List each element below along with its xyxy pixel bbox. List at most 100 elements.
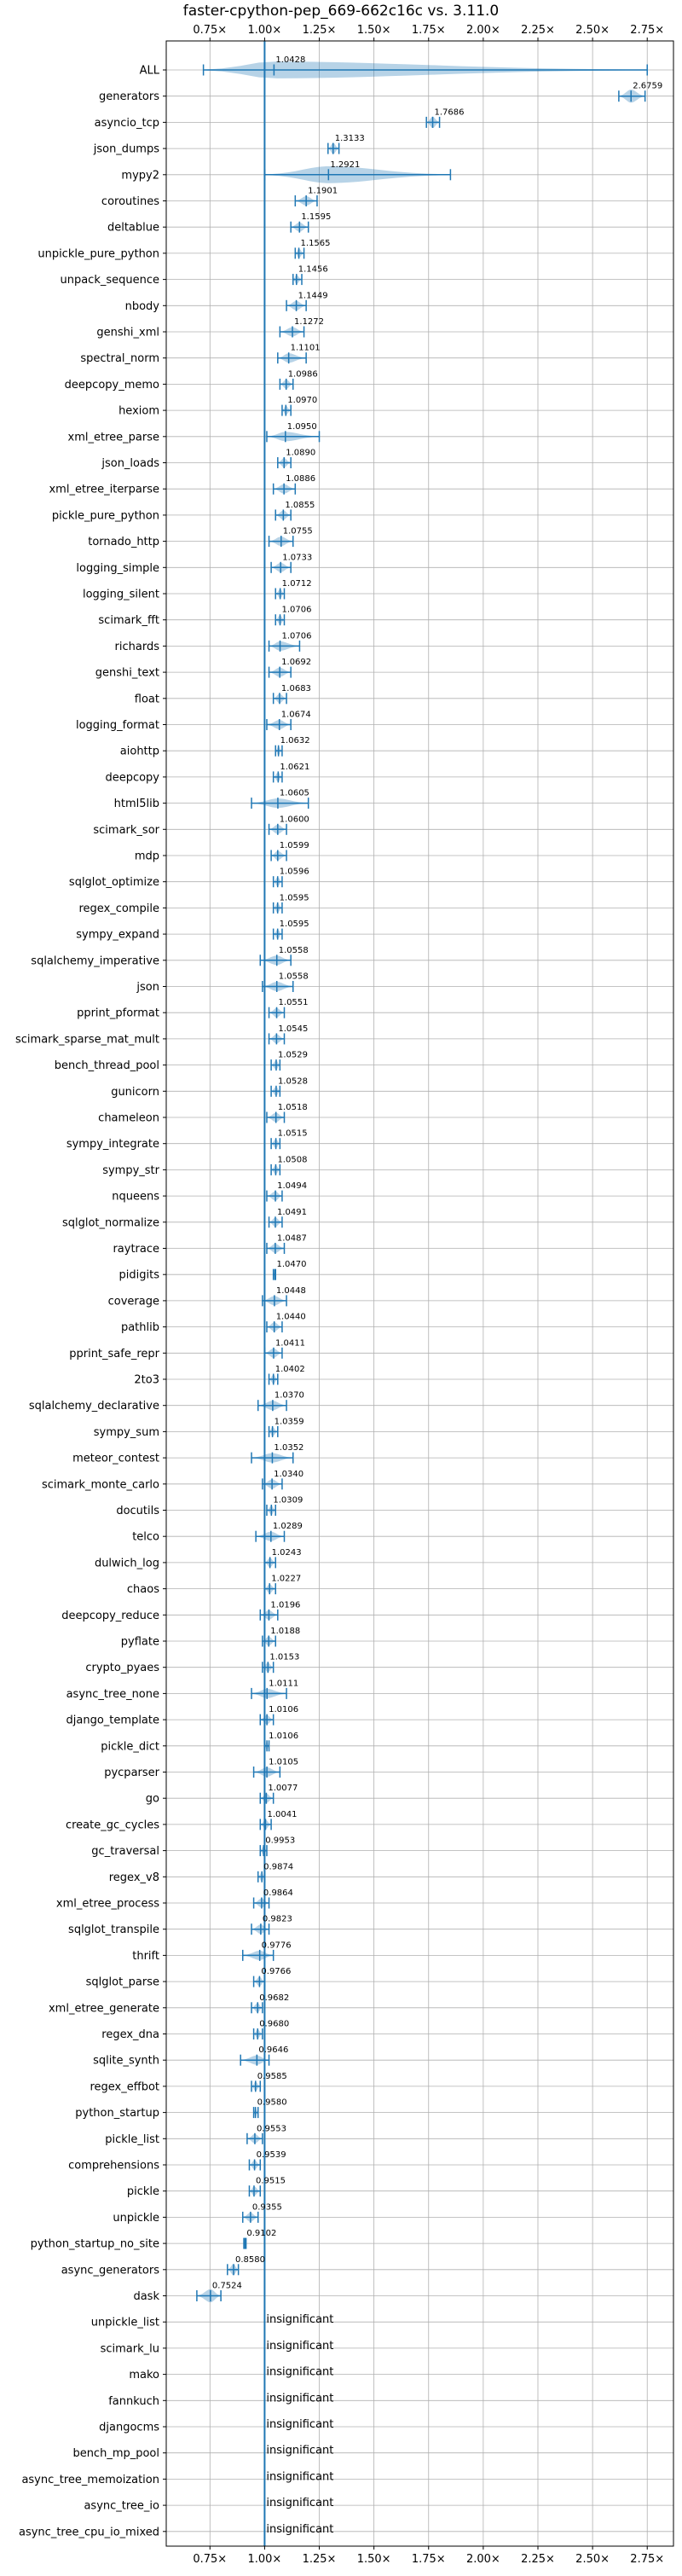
benchmark-label: genshi_text bbox=[95, 667, 159, 680]
benchmark-label: pickle_list bbox=[105, 2133, 159, 2146]
median-value-label: 1.0340 bbox=[274, 1470, 303, 1479]
benchmark-label: pickle bbox=[127, 2185, 159, 2198]
median-value-label: 0.9355 bbox=[252, 2202, 282, 2212]
x-tick-label-bottom: 1.75× bbox=[412, 2553, 446, 2566]
median-value-label: 1.0077 bbox=[268, 1784, 298, 1793]
benchmark-label: sqlglot_parse bbox=[86, 1976, 159, 1989]
median-value-label: 1.0370 bbox=[275, 1391, 304, 1401]
x-tick-label-top: 2.25× bbox=[521, 24, 555, 37]
benchmark-label: unpickle_list bbox=[91, 2317, 159, 2329]
benchmark-label: django_template bbox=[66, 1714, 159, 1727]
median-value-label: 1.0600 bbox=[280, 815, 309, 824]
median-value-label: 1.0494 bbox=[277, 1181, 307, 1191]
benchmark-label: pyflate bbox=[121, 1636, 159, 1649]
x-axes: 0.75× 0.75× 1.00× 1.00× 1.25× 1.25× 1.50× 1.50×… bbox=[163, 24, 664, 2566]
x-tick-label-bottom: 1.00× bbox=[247, 2553, 281, 2566]
benchmark-label: sympy_sum bbox=[94, 1426, 159, 1439]
median-value-label: 1.0352 bbox=[274, 1443, 303, 1453]
median-value-label: 1.0986 bbox=[288, 369, 318, 379]
median-value-label: 0.9646 bbox=[258, 2045, 288, 2055]
benchmark-label: sqlalchemy_declarative bbox=[29, 1400, 159, 1413]
median-value-label: 0.9864 bbox=[263, 1888, 293, 1898]
median-value-label: 1.0515 bbox=[278, 1129, 308, 1139]
median-value-label: 1.0196 bbox=[270, 1600, 300, 1610]
median-value-label: 0.8580 bbox=[235, 2255, 265, 2265]
benchmark-label: scimark_sor bbox=[93, 824, 159, 837]
median-value-label: 1.7686 bbox=[435, 107, 465, 117]
median-value-label: 1.0508 bbox=[277, 1155, 307, 1164]
benchmark-label: sqlite_synth bbox=[93, 2055, 159, 2068]
benchmark-label: xml_etree_generate bbox=[49, 2002, 159, 2015]
benchmark-label: xml_etree_iterparse bbox=[49, 484, 159, 496]
benchmark-label: async_tree_cpu_io_mixed bbox=[19, 2526, 159, 2538]
benchmark-label: deepcopy_reduce bbox=[61, 1610, 159, 1622]
median-value-label: 0.9553 bbox=[257, 2124, 286, 2133]
benchmark-label: scimark_sparse_mat_mult bbox=[15, 1033, 159, 1046]
benchmark-label: tornado_http bbox=[88, 536, 159, 548]
benchmark-label: comprehensions bbox=[68, 2160, 159, 2173]
x-tick-label-bottom: 2.00× bbox=[466, 2553, 500, 2566]
benchmark-label: sympy_expand bbox=[76, 929, 159, 942]
median-value-label: 1.0595 bbox=[280, 893, 309, 902]
median-value-label: 1.2921 bbox=[330, 160, 360, 170]
benchmark-label: bench_thread_pool bbox=[55, 1059, 159, 1072]
benchmark-label: nqueens bbox=[112, 1191, 159, 1204]
benchmark-label: unpickle_pure_python bbox=[38, 247, 159, 260]
benchmark-label: pidigits bbox=[119, 1269, 160, 1282]
median-value-label: 0.9102 bbox=[246, 2229, 276, 2238]
median-value-label: 1.1565 bbox=[301, 239, 331, 248]
benchmark-label: mako bbox=[129, 2369, 159, 2382]
benchmark-label: go bbox=[146, 1793, 159, 1806]
benchmark-label: regex_v8 bbox=[109, 1871, 159, 1884]
benchmark-label: sqlglot_optimize bbox=[69, 876, 159, 889]
benchmark-label: deltablue bbox=[107, 222, 159, 235]
benchmark-label: async_tree_none bbox=[66, 1688, 159, 1701]
median-value-label: 2.6759 bbox=[633, 82, 662, 91]
median-value-label: 1.0596 bbox=[280, 867, 309, 877]
benchmark-label: scimark_lu bbox=[101, 2342, 159, 2355]
median-value-label: 0.9585 bbox=[257, 2072, 287, 2081]
median-value-label: 1.0683 bbox=[281, 684, 311, 693]
median-value-label: 1.0706 bbox=[282, 606, 312, 615]
benchmark-label: logging_silent bbox=[83, 589, 159, 601]
benchmark-label: deepcopy_memo bbox=[65, 379, 159, 392]
median-value-label: 1.0188 bbox=[270, 1627, 300, 1636]
median-value-label: 1.0243 bbox=[272, 1548, 302, 1558]
benchmark-label: json_dumps bbox=[93, 143, 159, 156]
median-value-label: 1.0448 bbox=[276, 1286, 306, 1296]
benchmark-label: regex_dna bbox=[101, 2028, 159, 2041]
median-value-label: 0.9823 bbox=[263, 1915, 292, 1924]
benchmark-label: genshi_xml bbox=[96, 327, 159, 339]
benchmark-label: thrift bbox=[132, 1950, 159, 1963]
median-value-label: 1.0470 bbox=[276, 1260, 306, 1269]
benchmark-label: create_gc_cycles bbox=[66, 1819, 159, 1831]
median-value-label: 1.0529 bbox=[278, 1051, 308, 1060]
median-value-label: 1.0518 bbox=[278, 1103, 308, 1112]
benchmark-label: logging_format bbox=[76, 719, 159, 732]
median-value-label: 1.0491 bbox=[277, 1208, 307, 1217]
benchmark-label: chaos bbox=[127, 1583, 159, 1596]
benchmark-label: json bbox=[136, 981, 159, 994]
benchmark-label: gc_traversal bbox=[91, 1845, 159, 1858]
x-tick-label-top: 2.00× bbox=[466, 24, 500, 37]
benchmark-label: regex_compile bbox=[78, 902, 159, 915]
median-value-label: 0.9680 bbox=[259, 2020, 289, 2029]
benchmark-label: mdp bbox=[135, 850, 159, 863]
benchmark-label: docutils bbox=[116, 1505, 159, 1517]
x-tick-label-bottom: 2.75× bbox=[630, 2553, 664, 2566]
median-value-label: 0.9682 bbox=[259, 1993, 289, 2003]
benchmark-label: async_generators bbox=[61, 2264, 160, 2277]
benchmark-label: dulwich_log bbox=[95, 1557, 159, 1569]
benchmark-label: float bbox=[135, 693, 159, 705]
median-value-label: 1.0106 bbox=[269, 1732, 298, 1741]
insignificant-label: insignificant bbox=[266, 2445, 333, 2457]
median-value-label: 1.0411 bbox=[275, 1338, 305, 1348]
median-value-label: 1.0402 bbox=[275, 1365, 305, 1374]
benchmark-label: pprint_safe_repr bbox=[69, 1348, 159, 1361]
median-value-label: 1.0595 bbox=[280, 920, 309, 929]
benchmark-label: logging_simple bbox=[76, 562, 159, 575]
benchmark-label: python_startup_no_site bbox=[31, 2238, 159, 2251]
median-value-label: 1.0153 bbox=[269, 1653, 299, 1662]
median-value-label: 1.0890 bbox=[286, 449, 315, 458]
